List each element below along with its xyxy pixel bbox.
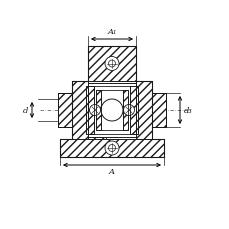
Polygon shape — [135, 82, 151, 139]
Circle shape — [108, 61, 115, 68]
Bar — [88, 84, 135, 137]
Text: A: A — [109, 167, 114, 175]
Text: d₃: d₃ — [183, 106, 191, 114]
Text: B₁: B₁ — [113, 92, 122, 100]
Circle shape — [108, 145, 115, 152]
Polygon shape — [86, 87, 94, 134]
Bar — [95, 91, 128, 131]
Text: d: d — [23, 106, 29, 114]
Polygon shape — [60, 139, 163, 157]
Circle shape — [105, 141, 118, 155]
Bar — [86, 87, 137, 134]
Polygon shape — [123, 91, 128, 131]
Circle shape — [101, 100, 123, 121]
Polygon shape — [95, 91, 101, 131]
Text: S₁: S₁ — [124, 121, 133, 129]
Polygon shape — [129, 87, 137, 134]
Polygon shape — [58, 94, 72, 128]
Polygon shape — [72, 82, 88, 139]
Circle shape — [105, 57, 118, 71]
Polygon shape — [78, 84, 106, 139]
Circle shape — [89, 105, 100, 116]
Polygon shape — [88, 47, 135, 82]
Text: A₁: A₁ — [107, 28, 116, 36]
Circle shape — [123, 105, 134, 116]
Polygon shape — [151, 94, 165, 128]
Bar — [88, 84, 135, 137]
